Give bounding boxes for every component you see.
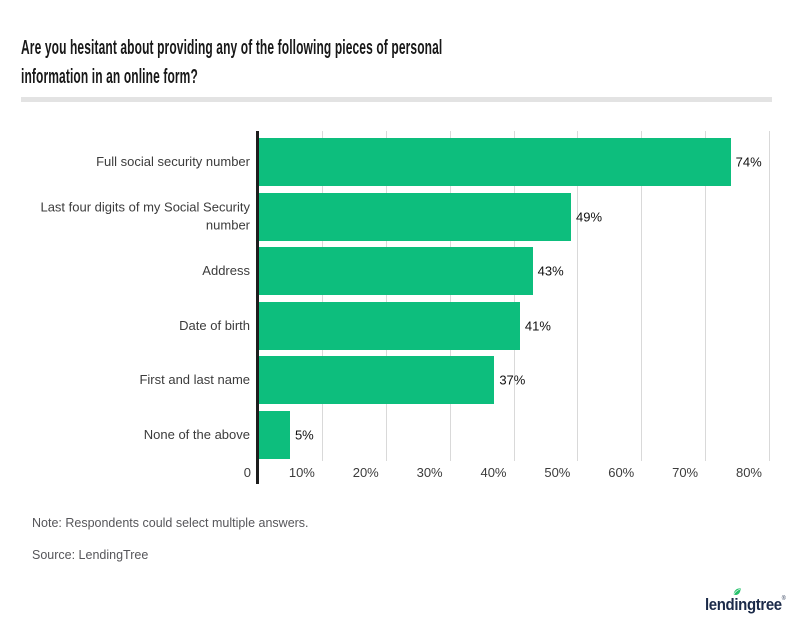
axis-tick-label: 80% bbox=[735, 465, 762, 480]
chart-title: Are you hesitant about providing any of … bbox=[21, 34, 442, 92]
gridline bbox=[321, 131, 323, 461]
logo-text-after: ngtree bbox=[738, 595, 783, 614]
category-label: Date of birth bbox=[179, 317, 250, 333]
bar bbox=[259, 138, 731, 186]
value-label: 41% bbox=[524, 318, 551, 333]
bar bbox=[259, 247, 533, 295]
gridline bbox=[449, 131, 451, 461]
bar bbox=[259, 192, 571, 241]
value-label: 37% bbox=[499, 372, 526, 388]
gridline bbox=[705, 131, 707, 461]
chart-title-line-2: information in an online form? bbox=[21, 66, 198, 88]
axis-tick-label: 0 bbox=[243, 465, 251, 480]
footnote-note: Note: Respondents could select multiple … bbox=[32, 516, 309, 530]
gridline bbox=[577, 131, 579, 461]
chart-title-line-1: Are you hesitant about providing any of … bbox=[21, 37, 443, 59]
category-label: None of the above bbox=[143, 426, 250, 442]
axis-tick-label: 20% bbox=[352, 465, 379, 480]
gridline bbox=[641, 131, 643, 461]
category-label: First and last name bbox=[139, 371, 250, 387]
logo-trademark: ® bbox=[782, 596, 786, 602]
bar bbox=[259, 356, 495, 404]
category-label: Full social security number bbox=[96, 153, 250, 169]
bar bbox=[259, 301, 520, 350]
axis-tick-label: 40% bbox=[480, 465, 507, 480]
value-label: 43% bbox=[537, 263, 564, 279]
lendingtree-logo: lend ingtree® bbox=[705, 587, 786, 615]
gridline bbox=[513, 131, 515, 461]
axis-tick-label: 30% bbox=[416, 465, 443, 480]
bar bbox=[259, 410, 290, 459]
gridline bbox=[385, 131, 387, 461]
logo-text-before: lend bbox=[705, 595, 735, 614]
leaf-icon bbox=[733, 587, 741, 595]
axis-tick-label: 10% bbox=[288, 465, 315, 480]
value-label: 74% bbox=[735, 154, 762, 170]
logo-letter-i: i bbox=[733, 587, 741, 615]
value-label: 5% bbox=[294, 427, 314, 442]
footnote-source: Source: LendingTree bbox=[32, 548, 149, 562]
gridline bbox=[769, 131, 770, 461]
title-divider bbox=[21, 97, 772, 102]
axis-tick-label: 60% bbox=[608, 465, 635, 480]
y-axis-line bbox=[255, 131, 259, 484]
category-label: Last four digits of my Social Security n… bbox=[40, 199, 250, 233]
axis-tick-label: 70% bbox=[672, 465, 699, 480]
axis-tick-label: 50% bbox=[544, 465, 571, 480]
value-label: 49% bbox=[575, 209, 603, 224]
category-label: Address bbox=[202, 262, 250, 278]
